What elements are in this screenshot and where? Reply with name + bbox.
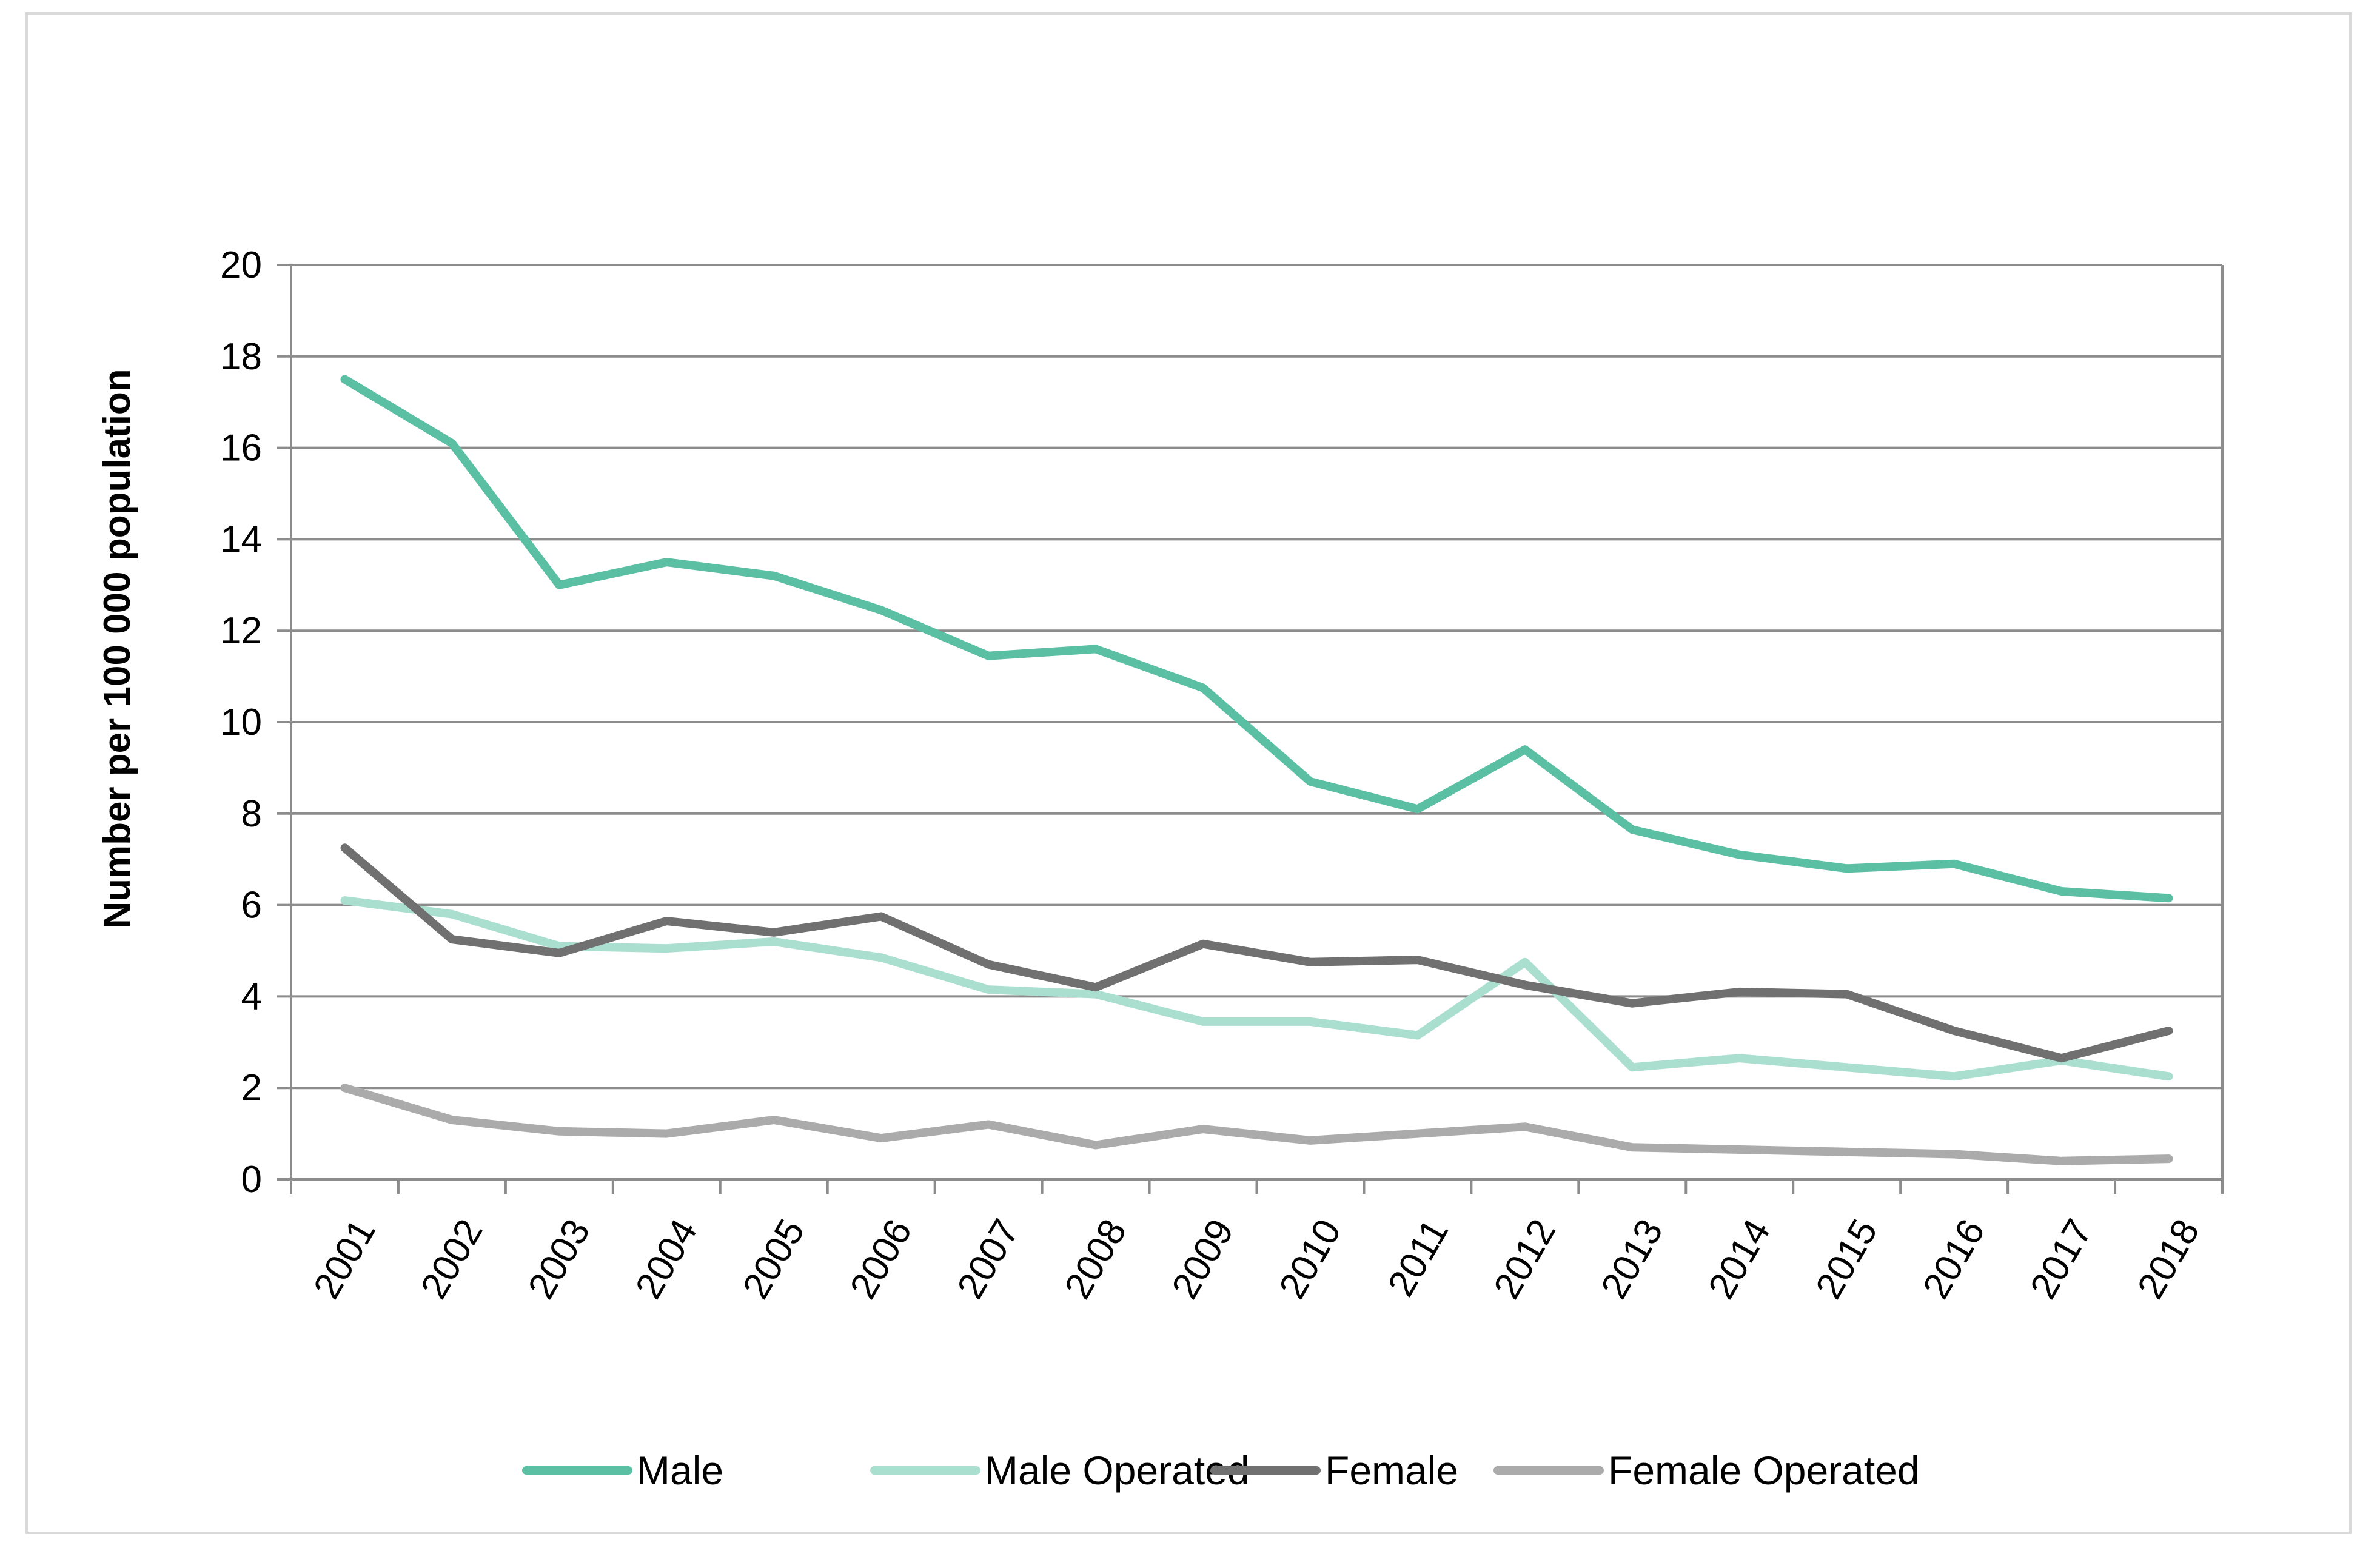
- x-tick-label-2003: 2003: [520, 1213, 598, 1306]
- x-tick-label-2006: 2006: [842, 1213, 920, 1306]
- tick-labels: 0 2 4 6 8 10 12 14 16 18 20 2001 2002 2003 2004 2005 200…: [220, 244, 2208, 1305]
- x-tick-label-2017: 2017: [2022, 1213, 2100, 1306]
- series-line-male-operated: [340, 896, 2173, 1081]
- x-tick-label-2012: 2012: [1486, 1213, 1564, 1306]
- y-tick-label: 12: [220, 610, 262, 652]
- x-tick-label-2015: 2015: [1808, 1213, 1886, 1306]
- x-tick-label-2014: 2014: [1700, 1213, 1778, 1306]
- y-tick-label: 18: [220, 336, 262, 378]
- x-tick-label-2004: 2004: [628, 1213, 706, 1306]
- y-axis-title: Number per 100 000 population: [96, 369, 138, 928]
- y-tick-label: 8: [241, 793, 262, 835]
- y-tick-label: 20: [220, 244, 262, 286]
- x-tick-label-2005: 2005: [735, 1213, 813, 1306]
- legend: Male Male Operated Female Female Operated: [522, 1448, 1920, 1493]
- series-line-female-operated: [340, 1084, 2173, 1165]
- y-tick-label: 2: [241, 1067, 262, 1109]
- x-tick-label-2013: 2013: [1593, 1213, 1671, 1306]
- x-tick-label-2010: 2010: [1271, 1213, 1349, 1306]
- y-tick-label: 6: [241, 885, 262, 926]
- series-line-female: [340, 843, 2173, 1063]
- y-tick-label: 10: [220, 702, 262, 743]
- y-tick-label: 16: [220, 427, 262, 469]
- legend-label-female-operated: Female Operated: [1608, 1448, 1920, 1493]
- legend-label-male: Male: [637, 1448, 723, 1493]
- x-tick-label-2018: 2018: [2130, 1213, 2208, 1306]
- legend-label-female: Female: [1325, 1448, 1458, 1493]
- legend-label-male-operated: Male Operated: [985, 1448, 1250, 1493]
- x-tick-label-2002: 2002: [413, 1213, 491, 1306]
- y-tick-label: 0: [241, 1159, 262, 1201]
- x-tick-label-2001: 2001: [306, 1213, 384, 1306]
- y-tick-label: 14: [220, 518, 262, 560]
- x-tick-label-2007: 2007: [950, 1213, 1028, 1306]
- x-tick-label-2011: 2011: [1380, 1213, 1456, 1304]
- gridlines: [291, 264, 2222, 1090]
- series-lines: [340, 375, 2173, 1165]
- axes: [277, 264, 2224, 1194]
- x-tick-label-2008: 2008: [1057, 1213, 1135, 1306]
- series-line-male: [340, 375, 2173, 903]
- y-tick-label: 4: [241, 976, 262, 1017]
- x-tick-label-2009: 2009: [1164, 1213, 1242, 1306]
- x-tick-label-2016: 2016: [1915, 1213, 1993, 1306]
